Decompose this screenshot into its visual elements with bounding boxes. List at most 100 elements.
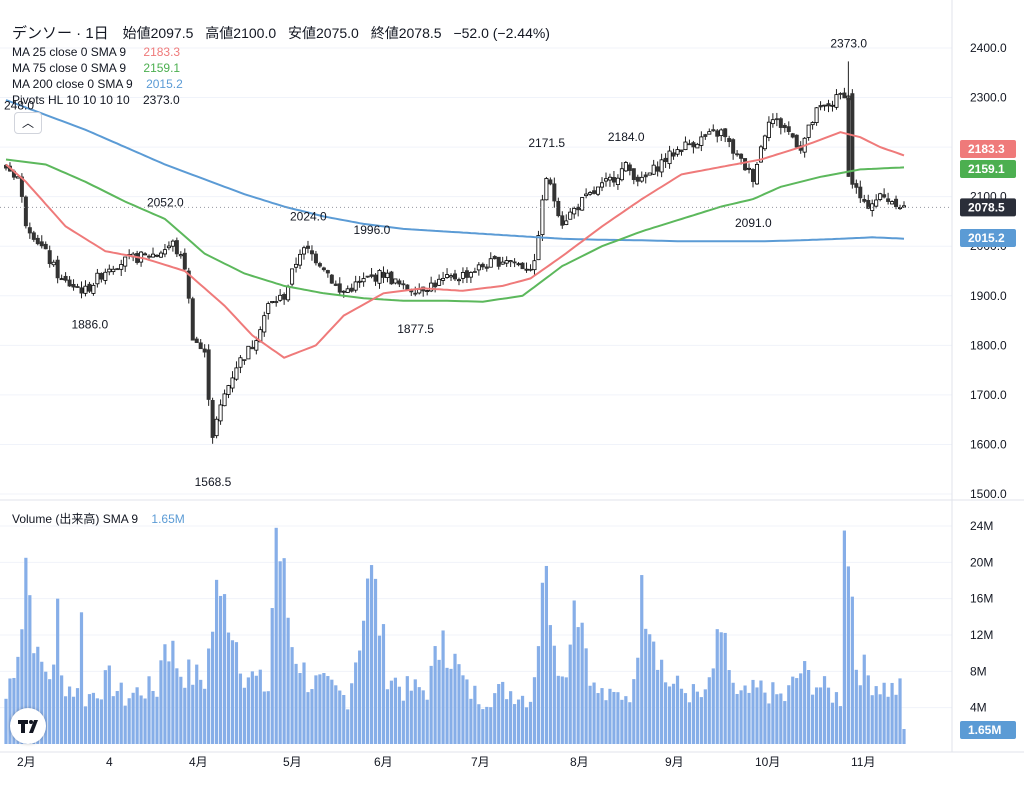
volume-bar: [28, 595, 32, 744]
indicator-ma75[interactable]: MA 75 close 0 SMA 9 2159.1: [12, 60, 180, 76]
candle-body: [472, 271, 477, 273]
candle-body: [182, 252, 187, 270]
candle-body: [341, 290, 346, 293]
volume-legend[interactable]: Volume (出来高) SMA 9 1.65M: [12, 510, 185, 527]
candle-body: [345, 288, 350, 293]
candle-body: [95, 272, 100, 285]
volume-bar: [600, 688, 604, 744]
volume-bar: [115, 691, 119, 744]
candle-body: [568, 211, 573, 220]
candle-body: [23, 196, 28, 227]
volume-value: 1.65M: [151, 512, 185, 526]
volume-bar: [409, 690, 413, 744]
volume-bar: [218, 595, 223, 744]
volume-bar: [199, 679, 203, 744]
ma25-price-label-bg: [960, 140, 1016, 158]
volume-bar: [87, 694, 92, 744]
volume-bar: [52, 664, 56, 744]
candle-body: [810, 122, 815, 126]
volume-tick-label: 8M: [970, 664, 987, 678]
indicator-pivots[interactable]: Pivots HL 10 10 10 10 2373.0: [12, 92, 180, 108]
indicator-value: 2373.0: [142, 93, 180, 107]
candle-body: [552, 183, 557, 202]
volume-bar: [513, 704, 517, 744]
volume-bar: [20, 629, 24, 744]
volume-bar: [719, 632, 723, 744]
volume-bar: [707, 677, 711, 744]
volume-bar: [258, 669, 262, 744]
volume-bar: [644, 628, 648, 744]
volume-bar: [695, 691, 699, 744]
candle-body: [520, 262, 525, 270]
volume-bar: [405, 676, 409, 744]
volume-bar: [91, 692, 96, 744]
candle-body: [691, 142, 696, 148]
volume-bar: [191, 684, 195, 744]
candle-body: [739, 153, 744, 159]
candle-body: [43, 243, 48, 250]
candle-body: [51, 261, 56, 266]
volume-bar: [568, 644, 572, 744]
candle-body: [107, 268, 112, 273]
volume-bar: [807, 670, 811, 744]
candle-body: [445, 274, 450, 278]
volume-bar: [119, 682, 123, 744]
collapse-legend-button[interactable]: ︿: [14, 112, 42, 134]
candle-body: [425, 290, 430, 292]
candle-body: [349, 287, 354, 292]
candle-body: [369, 274, 374, 277]
volume-bar: [691, 684, 696, 744]
volume-bar: [898, 678, 902, 744]
candle-body: [794, 134, 799, 148]
ma75-line: [5, 158, 905, 303]
ma200-price-label: 2015.2: [968, 231, 1005, 245]
indicator-ma25[interactable]: MA 25 close 0 SMA 9 2183.3: [12, 44, 180, 60]
price-tick-label: 2300.0: [970, 91, 1007, 105]
candle-body: [115, 268, 120, 271]
volume-bar: [310, 689, 314, 744]
candle-body: [226, 385, 231, 395]
volume-bar: [159, 660, 163, 744]
pivot-label: 2171.5: [528, 136, 565, 150]
volume-bar: [175, 668, 179, 744]
pivot-label: 2373.0: [830, 36, 867, 50]
volume-bar: [16, 656, 20, 744]
volume-bar: [771, 682, 775, 744]
candle-body: [333, 283, 338, 286]
candle-body: [317, 263, 322, 267]
candle-body: [449, 275, 454, 278]
low-value: 2075.0: [316, 25, 359, 41]
volume-bar: [866, 675, 870, 744]
candle-body: [174, 240, 179, 255]
candle-body: [198, 342, 203, 350]
candle-body: [83, 285, 88, 294]
volume-tick-label: 12M: [970, 628, 993, 642]
open-value: 2097.5: [150, 25, 194, 41]
volume-bar: [795, 678, 799, 744]
candle-body: [778, 118, 783, 128]
indicator-ma200[interactable]: MA 200 close 0 SMA 9 2015.2: [12, 76, 183, 92]
candle-body: [321, 267, 326, 271]
tradingview-logo-icon[interactable]: [10, 708, 46, 744]
candle-body: [242, 359, 247, 361]
candle-body: [302, 247, 307, 255]
candle-body: [274, 300, 279, 304]
change-value: −52.0 (−2.44%): [453, 25, 550, 41]
candle-body: [532, 260, 537, 271]
volume-bar: [711, 668, 715, 744]
volume-bar: [731, 682, 735, 744]
candle-body: [572, 207, 577, 215]
volume-bar: [449, 668, 453, 744]
volume-bar: [222, 594, 227, 744]
volume-bar: [596, 693, 600, 744]
indicator-label: Pivots HL 10 10 10 10: [12, 93, 130, 107]
candle-body: [854, 183, 859, 188]
volume-bar: [322, 673, 326, 744]
volume-bar: [540, 582, 545, 744]
candle-body: [723, 128, 728, 138]
volume-bar: [632, 679, 636, 744]
candle-body: [365, 275, 370, 278]
volume-bar: [759, 680, 763, 744]
